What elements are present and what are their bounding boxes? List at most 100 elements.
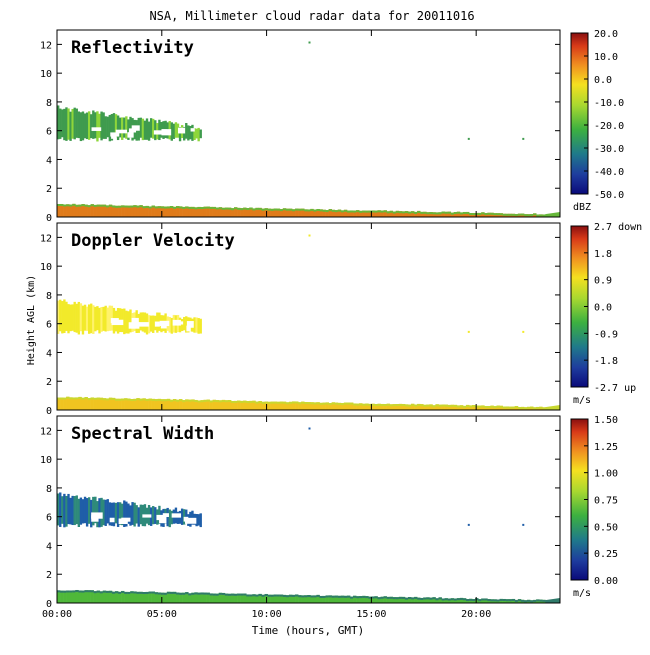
low-layer-strip: [151, 205, 155, 217]
low-layer-top: [72, 203, 76, 206]
low-layer-top: [264, 401, 268, 404]
upper-cloud-strip: [79, 112, 83, 142]
colorbar-unit: m/s: [573, 395, 591, 406]
upper-cloud-strip: [67, 493, 70, 525]
low-layer-top: [359, 403, 363, 406]
low-layer-strip: [63, 590, 67, 603]
low-layer-strip: [209, 593, 213, 603]
low-layer-top: [249, 400, 253, 403]
low-layer-top: [282, 208, 287, 211]
low-layer-strip: [154, 592, 159, 603]
low-layer-top: [368, 210, 372, 213]
low-layer-top: [264, 208, 268, 211]
low-layer-strip: [78, 396, 82, 410]
low-layer-top: [365, 210, 369, 213]
upper-cloud-strip: [168, 316, 171, 333]
low-layer-strip: [353, 403, 357, 410]
isolated-echo: [522, 137, 525, 140]
low-layer-strip: [200, 207, 204, 217]
low-layer-strip: [57, 203, 61, 217]
low-layer-top: [224, 207, 229, 210]
low-layer-top: [484, 598, 488, 601]
low-layer-top: [432, 212, 436, 215]
low-layer-strip: [179, 592, 183, 603]
low-layer-strip: [304, 595, 308, 603]
colorbar-tick-label: 0.75: [594, 496, 618, 507]
upper-cloud-strip: [185, 123, 188, 139]
upper-cloud-strip: [178, 127, 182, 142]
low-layer-top: [441, 404, 445, 407]
low-layer-top: [136, 591, 140, 594]
low-layer-top: [191, 592, 195, 595]
upper-cloud-strip: [100, 497, 103, 527]
low-layer-strip: [365, 210, 369, 217]
upper-cloud-strip: [79, 497, 83, 525]
upper-cloud-strip: [166, 507, 169, 527]
low-layer-top: [218, 400, 223, 403]
low-layer-top: [407, 211, 412, 214]
low-layer-top: [469, 213, 473, 216]
low-layer-top: [499, 213, 503, 216]
low-layer-strip: [487, 212, 491, 217]
upper-cloud-strip: [152, 506, 155, 525]
low-layer-strip: [423, 211, 427, 217]
low-layer-top: [304, 595, 308, 598]
low-layer-top: [453, 404, 458, 407]
upper-cloud-strip: [102, 499, 105, 526]
low-layer-strip: [279, 209, 284, 217]
upper-cloud-strip: [131, 502, 134, 525]
low-layer-top: [169, 591, 174, 594]
low-layer-top: [197, 592, 201, 595]
low-layer-top: [154, 592, 159, 595]
low-layer-top: [163, 592, 168, 595]
low-layer-strip: [176, 206, 180, 217]
low-layer-end: [545, 597, 560, 603]
low-layer-top: [530, 600, 534, 603]
low-layer-strip: [435, 404, 439, 410]
low-layer-top: [328, 595, 332, 598]
upper-cloud-strip: [195, 128, 198, 139]
low-layer-strip: [459, 405, 464, 410]
upper-cloud-strip: [83, 304, 87, 331]
y-tick-label: 8: [46, 484, 52, 495]
low-layer-strip: [356, 210, 360, 217]
upper-cloud-strip: [189, 125, 192, 140]
low-layer-strip: [206, 399, 210, 410]
low-layer-top: [530, 406, 534, 409]
low-layer-top: [395, 404, 400, 407]
low-layer-top: [240, 593, 244, 596]
low-layer-strip: [93, 397, 97, 410]
low-layer-top: [111, 397, 116, 400]
low-layer-top: [276, 401, 281, 404]
upper-cloud-gap: [161, 129, 172, 136]
upper-cloud-strip: [149, 118, 153, 138]
low-layer-top: [316, 594, 320, 597]
low-layer-top: [337, 595, 342, 598]
low-layer-top: [243, 593, 247, 596]
low-layer-strip: [377, 597, 381, 603]
upper-cloud-strip: [147, 121, 151, 141]
low-layer-top: [295, 401, 299, 404]
upper-cloud-gap: [153, 130, 164, 135]
upper-cloud-strip: [121, 117, 124, 140]
low-layer-strip: [469, 405, 473, 410]
low-layer-top: [404, 597, 409, 600]
low-layer-strip: [301, 401, 305, 410]
low-layer-strip: [279, 594, 284, 603]
low-layer-top: [282, 401, 287, 404]
low-layer-strip: [313, 209, 317, 217]
upper-cloud-strip: [112, 113, 116, 138]
low-layer-strip: [353, 595, 357, 603]
low-layer-top: [99, 397, 104, 400]
low-layer-top: [285, 595, 290, 598]
colorbar-tick-label: 1.8: [594, 249, 612, 260]
low-layer-top: [237, 207, 241, 210]
upper-cloud-gap: [118, 518, 128, 524]
plot-area-2: [57, 416, 560, 603]
upper-cloud-strip: [87, 111, 91, 140]
colorbar-tick-label: 1.25: [594, 442, 618, 453]
low-layer-strip: [411, 403, 415, 410]
low-layer-top: [520, 213, 525, 216]
low-layer-strip: [182, 400, 186, 410]
low-layer-strip: [114, 398, 119, 410]
